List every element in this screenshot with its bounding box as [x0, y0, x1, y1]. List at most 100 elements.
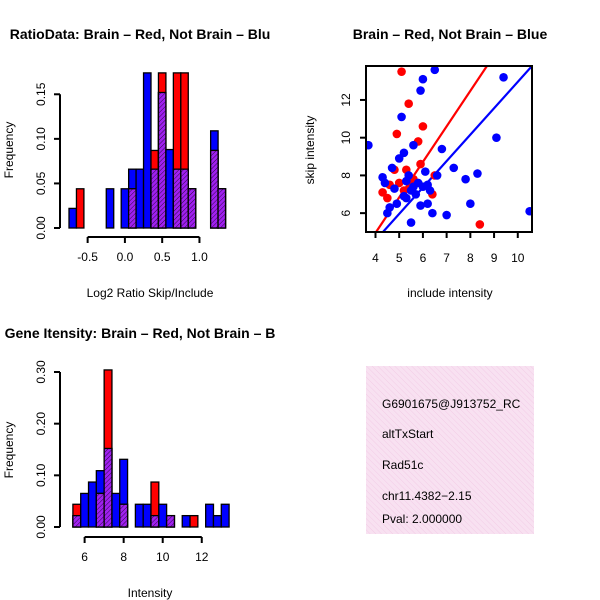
scatter-y-tick-label-3: 12	[339, 93, 353, 107]
info-panel: G6901675@J913752_RC altTxStart Rad51c ch…	[366, 366, 534, 534]
point-blue-36	[466, 199, 475, 209]
intensity-bar-overlap-hatch-3	[96, 493, 105, 527]
point-blue-17	[409, 140, 418, 150]
point-blue-25	[420, 167, 430, 176]
ratio-bar-brain-1	[75, 188, 85, 229]
intensity-x-tick-label-1: 8	[120, 550, 127, 564]
ratio-histogram-axes: -0.5 0.0 0.5 1.0 0.00 0.05 0.10 0.15	[34, 82, 208, 264]
scatter-xlabel: include intensity	[407, 286, 492, 300]
scatter-plot: Brain – Red, Not Brain – Blue 4 5 6 7 8 9 10 6 8…	[303, 26, 547, 300]
scatter-fit-lines	[374, 66, 532, 232]
point-blue-34	[449, 163, 459, 173]
ratio-x-tick-label-2: 0.5	[154, 250, 171, 264]
point-blue-8	[394, 154, 404, 163]
point-red-1	[383, 193, 392, 203]
info-location: chr11.4382−2.15	[382, 489, 472, 503]
ratio-histogram-ylabel: Frequency	[2, 122, 16, 179]
ratio-y-tick-label-0: 0.00	[34, 216, 48, 240]
point-red-6	[397, 67, 406, 76]
info-probe-id: G6901675@J913752_RC	[382, 397, 521, 411]
point-blue-2	[380, 178, 390, 188]
intensity-x-tick-label-0: 6	[81, 550, 88, 564]
intensity-histogram-title: Gene Itensity: Brain – Red, Not Brain – …	[5, 325, 276, 341]
intensity-bar-overlap-hatch-6	[119, 504, 128, 527]
intensity-y-tick-label-1: 0.10	[34, 463, 48, 487]
ratio-bar-notbrain-7	[120, 188, 130, 229]
intensity-bar-overlap-hatch-12	[166, 515, 175, 527]
intensity-bar-notbrain-14	[181, 514, 191, 528]
scatter-x-tick-label-0: 4	[372, 251, 379, 265]
intensity-x-tick-label-3: 12	[195, 550, 209, 564]
point-blue-33	[442, 210, 451, 220]
point-blue-23	[418, 74, 428, 84]
point-blue-30	[430, 66, 440, 75]
ratio-bar-notbrain-0	[68, 207, 78, 229]
ratio-histogram-bars	[68, 72, 227, 229]
point-blue-7	[392, 199, 402, 209]
ratio-bar-overlap-hatch-8	[128, 188, 137, 228]
intensity-bar-overlap-hatch-0	[72, 515, 81, 527]
point-blue-28	[425, 186, 435, 195]
intensity-y-tick-label-0: 0.00	[34, 515, 48, 539]
scatter-y-tick-label-0: 6	[339, 209, 353, 216]
point-red-14	[418, 122, 428, 131]
ratio-bar-notbrain-10	[142, 72, 152, 229]
intensity-y-tick-label-2: 0.20	[34, 412, 48, 436]
point-red-13	[416, 159, 425, 169]
point-blue-4	[385, 203, 395, 212]
intensity-histogram-axes: 6 8 10 12 0.00 0.10 0.20 0.30	[34, 360, 209, 564]
fit-line-red	[374, 66, 488, 232]
ratio-bar-notbrain-9	[135, 168, 145, 229]
info-panel-background	[366, 366, 534, 534]
ratio-bar-overlap-hatch-16	[188, 188, 196, 228]
point-blue-40	[525, 206, 532, 216]
point-blue-39	[499, 73, 508, 82]
info-pval: Pval: 2.000000	[382, 512, 462, 526]
point-blue-29	[428, 208, 437, 218]
ratio-histogram-title: RatioData: Brain – Red, Not Brain – Blu	[10, 26, 271, 42]
point-red-4	[392, 129, 402, 139]
intensity-bar-notbrain-2	[87, 481, 97, 528]
scatter-points	[366, 66, 532, 229]
point-blue-27	[423, 199, 432, 209]
scatter-x-tick-label-6: 10	[511, 251, 525, 265]
point-red-0	[378, 188, 387, 197]
scatter-frame	[365, 65, 533, 233]
scatter-y-tick-label-1: 8	[339, 172, 353, 179]
ratio-x-tick-label-0: -0.5	[77, 250, 98, 264]
point-blue-10	[399, 148, 409, 158]
intensity-bar-notbrain-11	[158, 503, 168, 528]
scatter-title: Brain – Red, Not Brain – Blue	[353, 26, 548, 42]
point-blue-13	[402, 193, 411, 203]
intensity-histogram-bars	[72, 369, 230, 528]
point-blue-21	[416, 201, 425, 210]
ratio-y-tick-label-3: 0.15	[34, 82, 48, 106]
ratio-bar-overlap-hatch-14	[173, 169, 181, 228]
ratio-x-tick-label-1: 0.0	[117, 250, 134, 264]
ratio-bar-notbrain-5	[105, 188, 115, 229]
intensity-bar-overlap-hatch-4	[104, 448, 112, 527]
ratio-bar-notbrain-13	[165, 148, 175, 229]
point-red-9	[404, 99, 413, 109]
intensity-bar-notbrain-9	[142, 503, 152, 528]
ratio-histogram: RatioData: Brain – Red, Not Brain – Blu …	[2, 26, 270, 300]
intensity-bar-notbrain-19	[220, 503, 230, 528]
ratio-y-tick-label-1: 0.05	[34, 171, 48, 195]
point-blue-5	[387, 163, 397, 173]
point-blue-15	[406, 218, 416, 227]
ratio-bar-overlap-hatch-19	[210, 150, 219, 228]
intensity-bar-brain-15	[189, 514, 199, 528]
ratio-bar-overlap-hatch-12	[158, 92, 166, 228]
ratio-y-tick-label-2: 0.10	[34, 127, 48, 151]
intensity-bar-notbrain-17	[205, 503, 215, 528]
point-blue-37	[473, 169, 482, 178]
intensity-bar-overlap-hatch-10	[151, 515, 159, 527]
scatter-x-tick-label-3: 7	[443, 251, 450, 265]
point-blue-14	[404, 171, 413, 180]
intensity-bar-notbrain-5	[111, 492, 121, 528]
intensity-y-tick-label-3: 0.30	[34, 360, 48, 384]
point-red-17	[475, 220, 485, 229]
point-blue-38	[492, 133, 501, 142]
scatter-y-tick-label-2: 10	[339, 131, 353, 145]
